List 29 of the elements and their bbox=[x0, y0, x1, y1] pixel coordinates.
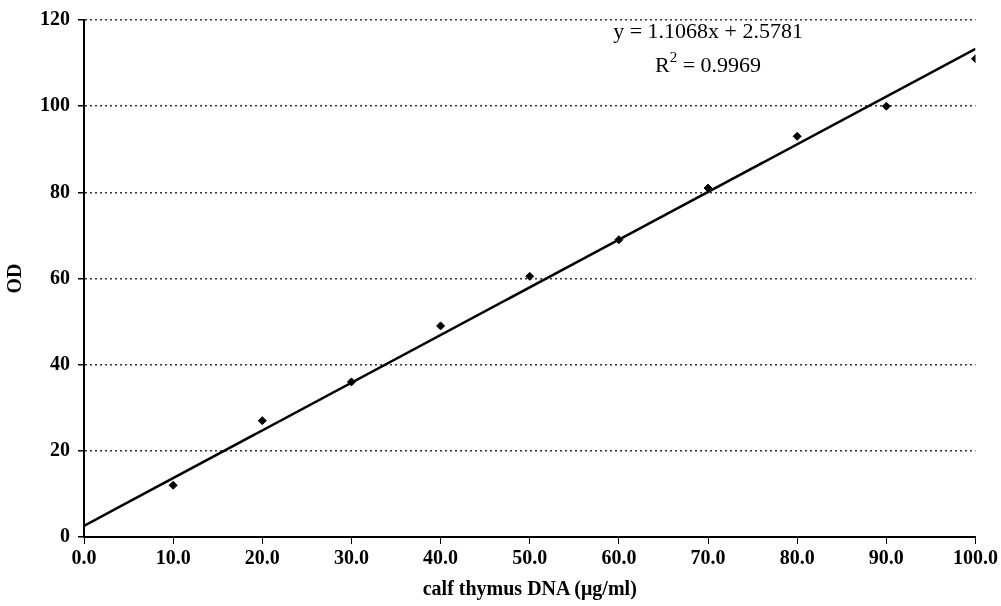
x-tick-label: 80.0 bbox=[779, 546, 815, 569]
x-tick-label: 0.0 bbox=[71, 546, 97, 569]
y-tick-label: 60 bbox=[50, 265, 70, 288]
point bbox=[525, 271, 535, 281]
x-axis-title: calf thymus DNA (μg/ml) bbox=[422, 577, 637, 601]
x-tick-label: 10.0 bbox=[155, 546, 191, 569]
point bbox=[614, 235, 624, 245]
x-tick-label: 90.0 bbox=[868, 546, 904, 569]
y-tick-label: 40 bbox=[50, 351, 70, 374]
x-tick-label: 20.0 bbox=[244, 546, 280, 569]
point bbox=[436, 321, 446, 331]
x-tick-label: 70.0 bbox=[690, 546, 726, 569]
y-axis-title: OD bbox=[3, 263, 26, 294]
y-tick-label: 120 bbox=[40, 7, 70, 30]
y-tick-label: 80 bbox=[50, 179, 70, 202]
y-tick-label: 0 bbox=[60, 524, 70, 547]
point bbox=[257, 416, 267, 426]
x-tick-label: 60.0 bbox=[601, 546, 637, 569]
x-tick-label: 50.0 bbox=[512, 546, 548, 569]
annotation: y = 1.1068x + 2.5781 bbox=[613, 17, 803, 43]
point bbox=[346, 377, 356, 387]
point bbox=[881, 101, 891, 111]
x-tick-label: 30.0 bbox=[333, 546, 369, 569]
y-tick-label: 20 bbox=[50, 438, 70, 461]
x-tick-label: 100.0 bbox=[953, 546, 998, 569]
point bbox=[792, 131, 802, 141]
y-tick-label: 100 bbox=[40, 93, 70, 116]
point bbox=[168, 480, 178, 490]
x-tick-label: 40.0 bbox=[423, 546, 459, 569]
